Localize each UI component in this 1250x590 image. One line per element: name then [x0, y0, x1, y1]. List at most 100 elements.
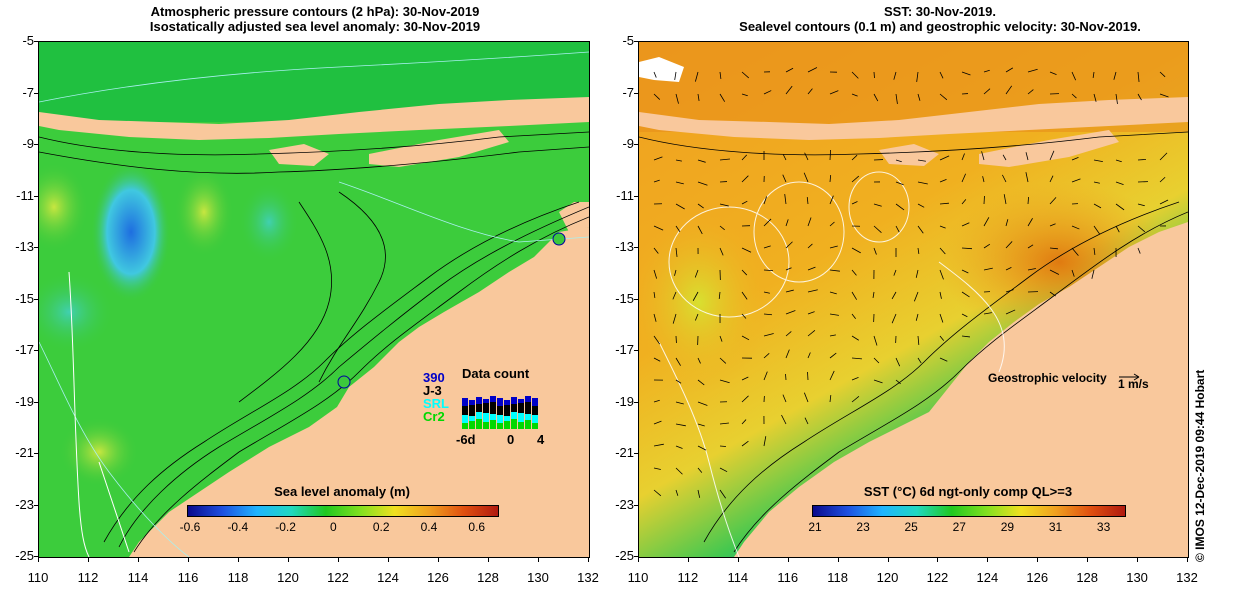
data-count-axis-label: 0	[507, 432, 515, 447]
colorbar-tick-label: 23	[856, 520, 870, 534]
left-lat-tick	[34, 453, 38, 454]
tide-gauge-marker-1[interactable]	[552, 232, 566, 246]
data-count-bar	[511, 412, 517, 419]
velocity-vector	[851, 71, 859, 79]
right-lon-label: 112	[677, 570, 699, 585]
velocity-vector	[782, 174, 787, 183]
data-count-bar	[525, 414, 531, 420]
colorbar-tick-label: 0.6	[468, 520, 486, 534]
velocity-vector	[1027, 68, 1038, 73]
velocity-vector	[1005, 241, 1013, 249]
velocity-vector	[915, 313, 919, 321]
right-title: SST: 30-Nov-2019. Sealevel contours (0.1…	[640, 4, 1240, 34]
velocity-vector	[719, 422, 729, 425]
velocity-vector	[893, 71, 897, 80]
data-count-bar	[532, 423, 538, 429]
velocity-vector	[829, 313, 839, 316]
left-lon-label: 114	[127, 570, 149, 585]
velocity-vector	[785, 289, 794, 293]
velocity-vector	[873, 247, 877, 255]
velocity-vector	[873, 357, 880, 364]
right-lon-label: 122	[926, 570, 949, 585]
sumba-island	[269, 144, 329, 166]
velocity-vector	[915, 269, 919, 278]
velocity-vector	[697, 379, 705, 386]
velocity-vector	[763, 218, 772, 227]
velocity-vector	[807, 266, 816, 271]
right-lat-tick	[634, 504, 638, 506]
velocity-vector	[917, 159, 926, 162]
velocity-vector	[961, 153, 965, 161]
velocity-vector	[653, 156, 663, 161]
australia-land	[129, 227, 589, 557]
right-lat-tick	[634, 195, 638, 197]
velocity-vector	[1091, 269, 1095, 279]
velocity-vector	[895, 357, 901, 367]
australia-land	[734, 222, 1188, 557]
left-lon-label: 116	[177, 570, 199, 585]
data-count-mission-label: SRL	[423, 396, 449, 411]
velocity-vector	[697, 93, 700, 101]
data-count-chart	[462, 396, 538, 429]
velocity-vector	[981, 151, 985, 161]
left-title-line2: Isostatically adjusted sea level anomaly…	[149, 19, 481, 34]
velocity-vector	[1113, 71, 1117, 80]
right-lat-label: -23	[615, 496, 634, 512]
data-count-bar	[483, 422, 489, 429]
velocity-vector	[672, 313, 677, 324]
velocity-vector	[917, 357, 922, 364]
right-lat-tick	[634, 453, 638, 454]
velocity-vector	[1137, 71, 1140, 82]
left-lon-label: 122	[327, 570, 349, 585]
velocity-vector	[939, 335, 945, 341]
velocity-vector	[1159, 176, 1166, 183]
velocity-vector	[653, 313, 657, 322]
left-lat-label: -7	[22, 84, 34, 100]
velocity-vector	[675, 445, 683, 449]
velocity-vector	[1002, 154, 1007, 161]
velocity-vector	[1159, 152, 1168, 161]
high-anomaly-south	[59, 417, 139, 487]
right-lat-tick	[634, 41, 638, 42]
velocity-vector	[939, 202, 949, 205]
data-count-bar	[497, 398, 503, 406]
velocity-vector	[675, 423, 686, 427]
velocity-vector	[741, 440, 749, 447]
left-lat-tick	[34, 504, 38, 506]
velocity-vector	[741, 313, 747, 319]
tide-gauge-marker-2[interactable]	[337, 375, 351, 389]
velocity-vector	[895, 159, 902, 163]
left-lon-tick	[338, 557, 339, 562]
left-lon-label: 132	[577, 570, 599, 585]
velocity-vector	[939, 247, 946, 255]
velocity-vector	[1049, 247, 1058, 250]
velocity-vector	[873, 225, 882, 233]
cooler-patch	[639, 212, 769, 392]
left-lat-label: -11	[16, 187, 34, 203]
right-lon-tick	[787, 557, 789, 562]
left-lat-tick	[34, 144, 38, 145]
velocity-vector	[719, 203, 729, 207]
velocity-vector	[1093, 203, 1102, 209]
right-lat-label: -13	[615, 239, 634, 254]
data-count-title: Data count	[462, 366, 530, 381]
velocity-vector	[806, 196, 809, 205]
velocity-vector	[697, 225, 703, 235]
velocity-vector	[697, 357, 701, 364]
velocity-vector	[1002, 174, 1007, 183]
velocity-vector	[1093, 225, 1101, 235]
white-contours	[68, 271, 130, 557]
velocity-vector	[653, 247, 659, 254]
velocity-key-arrowhead	[1133, 373, 1140, 381]
velocity-vector	[741, 291, 748, 300]
left-lon-tick	[238, 557, 239, 562]
velocity-vector	[891, 291, 897, 300]
velocity-vector	[785, 67, 794, 73]
velocity-vector	[781, 414, 787, 425]
velocity-vector	[851, 291, 857, 300]
velocity-vector	[893, 269, 897, 276]
velocity-vector	[851, 395, 860, 403]
left-lat-label: -13	[15, 239, 34, 254]
velocity-vector	[785, 85, 793, 95]
velocity-vector	[653, 269, 658, 279]
